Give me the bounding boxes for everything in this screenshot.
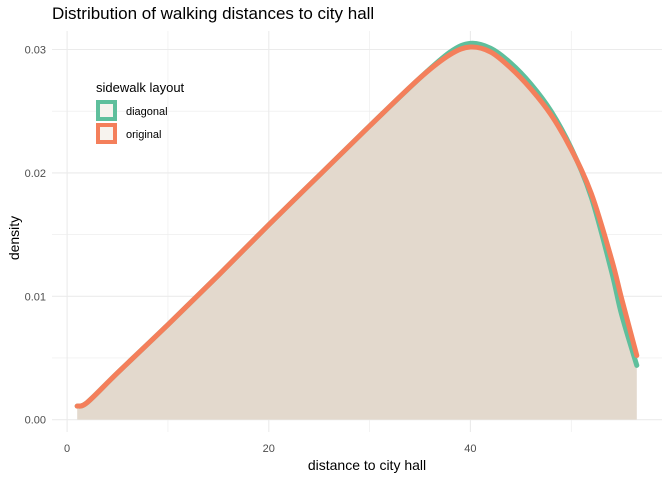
tick-labels: 0 20 40 0.00 0.01 0.02 0.03 bbox=[25, 45, 477, 455]
legend: sidewalk layout diagonal original bbox=[96, 80, 185, 144]
legend-title: sidewalk layout bbox=[96, 80, 185, 95]
legend-key-diagonal bbox=[96, 100, 117, 121]
y-tick-label: 0.00 bbox=[25, 415, 46, 427]
x-tick-label: 40 bbox=[464, 443, 476, 455]
y-tick-label: 0.02 bbox=[25, 168, 46, 180]
legend-label-diagonal: diagonal bbox=[126, 106, 168, 118]
series-lines bbox=[74, 40, 640, 409]
y-tick-label: 0.03 bbox=[25, 45, 46, 57]
y-tick-label: 0.01 bbox=[25, 291, 46, 303]
series-line-original bbox=[74, 44, 640, 409]
x-axis-title: distance to city hall bbox=[308, 457, 426, 473]
x-tick-label: 0 bbox=[64, 443, 70, 455]
legend-label-original: original bbox=[126, 129, 161, 141]
chart-title: Distribution of walking distances to cit… bbox=[52, 4, 375, 23]
density-fill bbox=[77, 43, 637, 420]
density-area bbox=[77, 43, 637, 420]
x-tick-label: 20 bbox=[263, 443, 275, 455]
y-axis-title: density bbox=[6, 216, 22, 260]
legend-key-original bbox=[96, 123, 117, 144]
